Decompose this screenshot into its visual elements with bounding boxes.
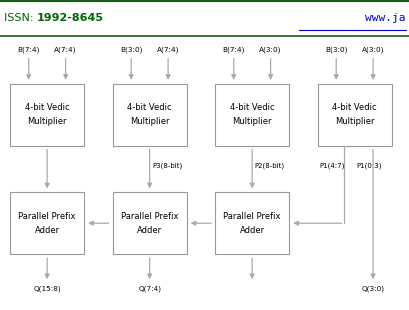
Text: Multiplier: Multiplier	[27, 117, 67, 126]
Text: 1992-8645: 1992-8645	[37, 13, 103, 23]
Text: Q(15:8): Q(15:8)	[33, 286, 61, 292]
Text: 4-bit Vedic: 4-bit Vedic	[332, 103, 376, 113]
Text: A(7:4): A(7:4)	[157, 46, 179, 53]
Bar	[10, 84, 84, 146]
Bar	[112, 192, 186, 254]
Text: Q(3:0): Q(3:0)	[361, 286, 384, 292]
Text: 4-bit Vedic: 4-bit Vedic	[229, 103, 274, 113]
Text: P2(8-bit): P2(8-bit)	[254, 163, 284, 169]
Text: Adder: Adder	[239, 225, 264, 235]
Text: ISSN:: ISSN:	[4, 13, 37, 23]
Text: Adder: Adder	[137, 225, 162, 235]
Text: A(3:0): A(3:0)	[361, 46, 383, 53]
Text: 4-bit Vedic: 4-bit Vedic	[127, 103, 171, 113]
Text: Q(7:4): Q(7:4)	[138, 286, 161, 292]
Bar	[112, 84, 186, 146]
Text: Adder: Adder	[34, 225, 60, 235]
Text: www.ja: www.ja	[364, 13, 405, 23]
Bar	[215, 84, 288, 146]
Text: Multiplier: Multiplier	[334, 117, 373, 126]
Text: A(3:0): A(3:0)	[259, 46, 281, 53]
Text: Parallel Prefix: Parallel Prefix	[121, 212, 178, 221]
Text: B(3:0): B(3:0)	[324, 46, 346, 53]
Text: Multiplier: Multiplier	[130, 117, 169, 126]
Text: B(3:0): B(3:0)	[120, 46, 142, 53]
Bar	[317, 84, 391, 146]
Bar	[215, 192, 288, 254]
Text: P1(0:3): P1(0:3)	[356, 163, 381, 169]
Text: P3(8-bit): P3(8-bit)	[152, 163, 182, 169]
Bar	[10, 192, 84, 254]
Text: B(7:4): B(7:4)	[18, 46, 40, 53]
Text: B(7:4): B(7:4)	[222, 46, 244, 53]
Text: Multiplier: Multiplier	[232, 117, 271, 126]
Text: Parallel Prefix: Parallel Prefix	[223, 212, 280, 221]
Text: P1(4:7): P1(4:7)	[319, 163, 344, 169]
Text: A(7:4): A(7:4)	[54, 46, 76, 53]
Text: Parallel Prefix: Parallel Prefix	[18, 212, 76, 221]
Text: 4-bit Vedic: 4-bit Vedic	[25, 103, 69, 113]
